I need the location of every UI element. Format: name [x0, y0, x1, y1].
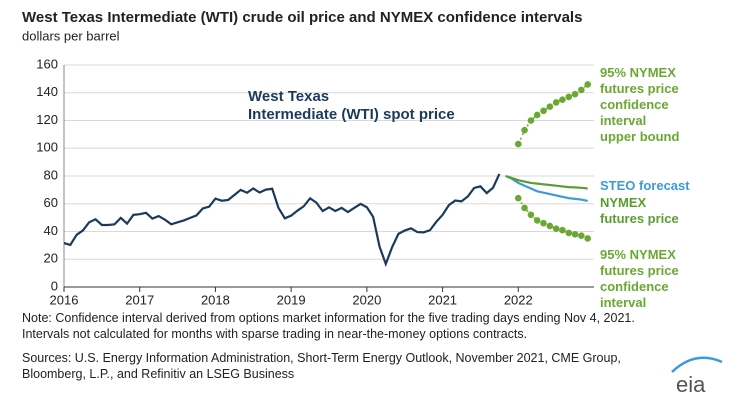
series-label: 95% NYMEX futures price confidence interval… [600, 65, 679, 144]
interval-dot [584, 81, 592, 88]
x-tick-label: 2020 [352, 292, 381, 307]
x-tick-label: 2019 [277, 292, 306, 307]
interval-dot [527, 117, 535, 124]
y-tick-label: 40 [44, 223, 58, 238]
series-label: NYMEX futures price [600, 195, 679, 226]
interval-dot [584, 235, 592, 242]
interval-dot [559, 226, 566, 234]
eia-logo: eia [671, 356, 723, 397]
interval-dot [540, 219, 547, 227]
y-tick-label: 20 [44, 251, 58, 266]
interval-dot [540, 107, 547, 115]
chart-subtitle: dollars per barrel [22, 28, 120, 43]
interval-dot [565, 93, 573, 101]
note: Note: Confidence interval derived from o… [22, 311, 635, 341]
series-line [505, 174, 588, 203]
interval-dot [565, 229, 573, 237]
y-tick-label: 60 [44, 195, 58, 210]
interval-dot [514, 194, 522, 202]
x-tick-label: 2018 [201, 292, 230, 307]
y-tick-label: 120 [36, 112, 58, 127]
source: Sources: U.S. Energy Information Adminis… [22, 351, 621, 381]
interval-dot [521, 126, 528, 134]
y-tick-label: 100 [36, 140, 58, 155]
chart-title: West Texas Intermediate (WTI) crude oil … [22, 9, 582, 26]
interval-dot [533, 217, 541, 224]
y-tick-label: 140 [36, 84, 58, 99]
interval-dot [571, 230, 579, 238]
interval-dot [527, 211, 535, 219]
series-label: STEO forecast [600, 178, 690, 193]
interval-dot [571, 90, 579, 98]
interval-dot [578, 86, 585, 94]
series-label: West Texas Intermediate (WTI) spot price [248, 88, 455, 123]
interval-dot [546, 222, 554, 230]
logo-arc [671, 356, 723, 373]
y-tick-label: 80 [44, 167, 58, 182]
series-line [505, 174, 588, 190]
x-tick-label: 2022 [504, 292, 533, 307]
interval-dot [552, 225, 560, 233]
interval-dot [521, 204, 528, 212]
y-tick-label: 160 [36, 56, 58, 71]
interval-dot [546, 103, 554, 110]
y-tick-label: 0 [51, 278, 58, 293]
interval-dot [559, 96, 566, 103]
logo-text: eia [676, 372, 706, 397]
interval-dot [514, 140, 522, 148]
x-tick-label: 2017 [125, 292, 154, 307]
interval-dot [552, 99, 560, 106]
interval-dot [533, 111, 541, 119]
x-tick-label: 2021 [428, 292, 457, 307]
series-line [63, 173, 501, 268]
x-tick-label: 2016 [50, 292, 79, 307]
series-label: 95% NYMEX futures price confidence interval [600, 247, 679, 310]
interval-dot [578, 232, 585, 239]
